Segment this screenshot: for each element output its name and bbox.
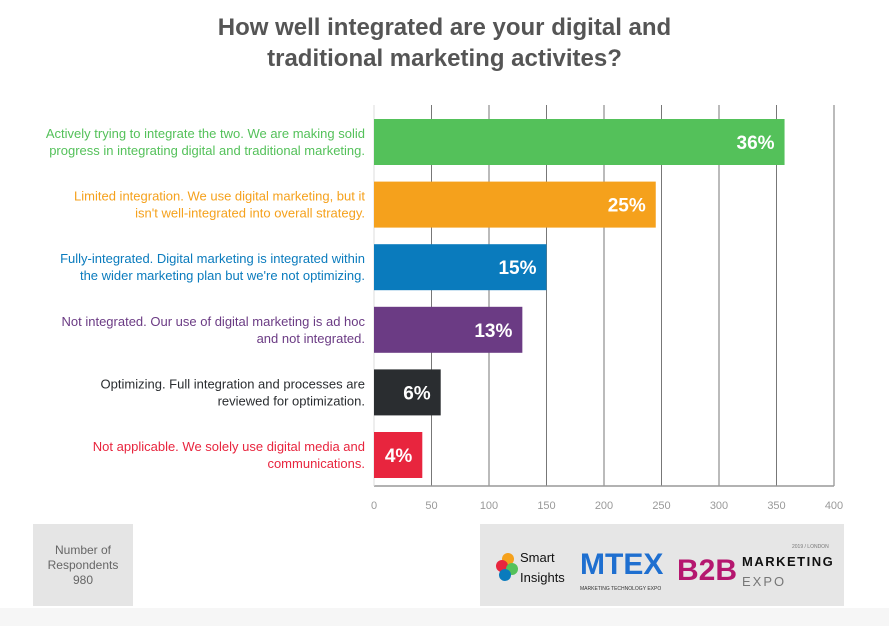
- svg-text:EXPO: EXPO: [742, 574, 786, 589]
- data-label: 25%: [608, 196, 646, 217]
- x-tick-label: 150: [537, 500, 555, 512]
- bar: [374, 369, 441, 416]
- data-label: 6%: [403, 383, 431, 404]
- svg-text:MARKETING: MARKETING: [742, 554, 834, 569]
- data-label: 13%: [474, 321, 512, 342]
- x-tick-label: 200: [595, 500, 613, 512]
- x-tick-label: 350: [767, 500, 785, 512]
- respondents-label: Respondents: [47, 557, 119, 572]
- smart-insights-logo: Smart Insights: [496, 550, 565, 585]
- mtex-logo: MTEX MARKETING TECHNOLOGY EXPO: [580, 548, 663, 592]
- x-tick-label: 100: [480, 500, 498, 512]
- respondents-label: Number of: [54, 542, 112, 557]
- bar: [374, 244, 547, 291]
- x-tick-label: 300: [710, 500, 728, 512]
- chart-title: How well integrated are your digital and…: [217, 14, 672, 72]
- category-label: Not integrated. Our use of digital marke…: [62, 314, 366, 329]
- respondents-count: 980: [72, 572, 94, 587]
- x-tick-label: 250: [652, 500, 670, 512]
- data-label: 4%: [385, 446, 413, 467]
- svg-text:Insights: Insights: [520, 570, 565, 585]
- bar: [374, 181, 656, 228]
- svg-text:2019 / LONDON: 2019 / LONDON: [792, 544, 829, 550]
- data-label: 15%: [498, 258, 536, 279]
- b2b-marketing-expo-logo: B2B MARKETING EXPO 2019 / LONDON: [677, 544, 834, 589]
- category-label: Actively trying to integrate the two. We…: [46, 126, 365, 141]
- category-label: Limited integration. We use digital mark…: [74, 189, 365, 204]
- x-tick-label: 0: [371, 500, 377, 512]
- category-label: the wider marketing plan but we're not o…: [80, 268, 365, 283]
- svg-text:B2B: B2B: [677, 554, 737, 587]
- bar: [374, 306, 523, 353]
- category-label: communications.: [267, 456, 365, 471]
- svg-text:MTEX: MTEX: [580, 548, 663, 581]
- bar: [374, 432, 423, 478]
- footer-strip: [0, 608, 889, 626]
- x-tick-label: 50: [425, 500, 437, 512]
- category-label: Optimizing. Full integration and process…: [101, 376, 365, 391]
- svg-text:Smart: Smart: [520, 550, 555, 565]
- data-label: 36%: [737, 133, 775, 154]
- category-label: isn't well-integrated into overall strat…: [135, 206, 365, 221]
- category-label: Not applicable. We solely use digital me…: [93, 439, 365, 454]
- category-label: reviewed for optimization.: [218, 393, 365, 408]
- bar: [374, 119, 785, 165]
- respondents-box: Number of Respondents 980: [33, 524, 133, 606]
- sponsor-logos: Smart Insights MTEX MARKETING TECHNOLOGY…: [480, 524, 844, 606]
- x-tick-label: 400: [825, 500, 843, 512]
- category-label: progress in integrating digital and trad…: [49, 143, 365, 158]
- category-label: and not integrated.: [257, 331, 365, 346]
- category-label: Fully-integrated. Digital marketing is i…: [60, 251, 365, 266]
- svg-text:MARKETING TECHNOLOGY EXPO: MARKETING TECHNOLOGY EXPO: [580, 586, 661, 592]
